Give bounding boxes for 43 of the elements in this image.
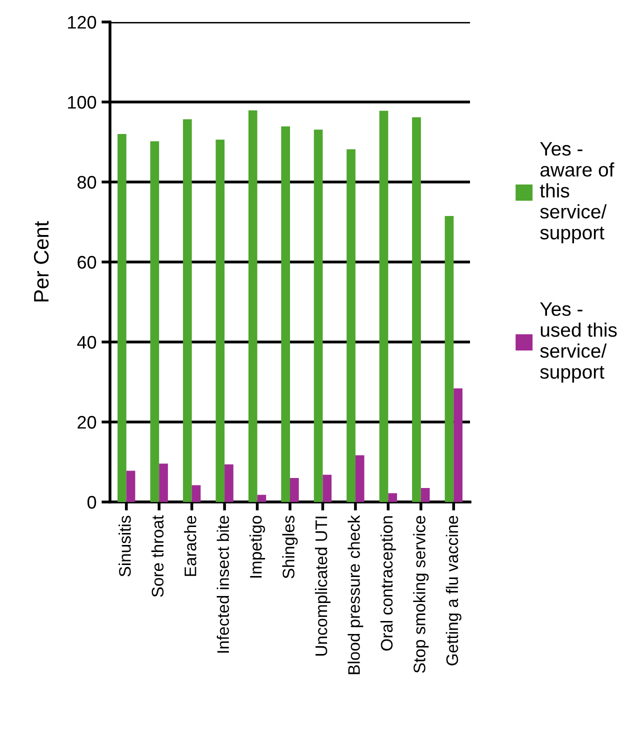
bar: [355, 455, 364, 502]
bar: [248, 110, 258, 502]
x-tick-label: Impetigo: [250, 516, 266, 578]
bar: [216, 140, 225, 502]
y-axis-title: Per Cent: [34, 221, 49, 302]
bar: [281, 126, 290, 502]
bar: [126, 470, 136, 502]
bar: [388, 493, 398, 502]
bar: [257, 494, 266, 502]
legend-label: Yes - aware of this service/ support: [540, 142, 614, 244]
bar: [224, 464, 234, 502]
x-tick-label: Shingles: [282, 516, 298, 578]
bar: [420, 488, 430, 502]
bar: [118, 134, 126, 502]
bar: [444, 216, 454, 502]
x-tick-label: Earache: [184, 516, 196, 576]
bar: [346, 149, 356, 502]
bar: [182, 119, 192, 502]
x-tick-label: Sore throat: [151, 515, 164, 597]
bar: [150, 141, 160, 502]
y-tick-label: 0: [87, 496, 96, 509]
x-tick-label: Getting a flu vaccine: [446, 516, 462, 666]
y-tick-label: 100: [68, 96, 96, 109]
x-tick-label: Uncomplicated UTI: [314, 516, 330, 656]
bar: [159, 464, 168, 502]
y-tick-label: 120: [68, 16, 96, 29]
x-tick-label: Sinusitis: [118, 516, 131, 576]
y-tick-label: 60: [78, 256, 96, 269]
x-tick-label: Oral contraception: [380, 516, 396, 651]
y-tick-label: 80: [78, 176, 96, 189]
x-tick-label: Infected insect bite: [216, 516, 230, 653]
bar: [454, 388, 462, 502]
bar: [379, 110, 388, 502]
x-tick-label: Blood pressure check: [348, 515, 364, 674]
legend-label: Yes - used this service/ support: [540, 302, 617, 383]
y-tick-label: 40: [77, 336, 96, 349]
bar: [192, 485, 201, 502]
bar: [322, 474, 332, 502]
bar: [412, 117, 421, 502]
bar: [290, 478, 299, 502]
x-tick-label: Stop smoking service: [413, 516, 429, 673]
y-tick-label: 20: [78, 416, 96, 429]
bar: [314, 130, 323, 502]
